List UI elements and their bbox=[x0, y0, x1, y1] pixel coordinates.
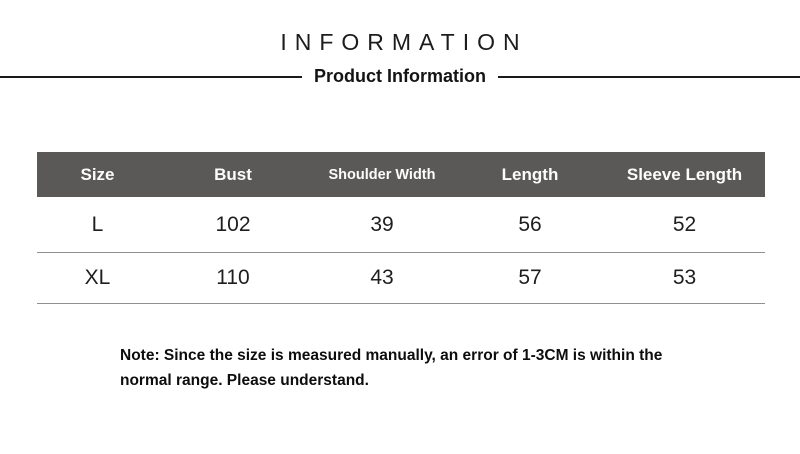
note-line-1: Note: Since the size is measured manuall… bbox=[120, 346, 663, 364]
section-subtitle: Product Information bbox=[314, 66, 486, 87]
note-text: Note: Since the size is measured manuall… bbox=[120, 343, 800, 393]
cell-shoulder-width: 39 bbox=[308, 197, 456, 253]
table-header-row: Size Bust Shoulder Width Length Sleeve L… bbox=[37, 152, 765, 198]
table-row-size-l: L 102 39 56 52 bbox=[37, 197, 765, 253]
divider-line-right bbox=[498, 75, 800, 78]
cell-size: L bbox=[37, 197, 158, 253]
column-header-shoulder-width: Shoulder Width bbox=[308, 152, 456, 198]
page-title: INFORMATION bbox=[280, 29, 528, 55]
column-header-length: Length bbox=[456, 152, 604, 198]
cell-sleeve-length: 53 bbox=[604, 252, 765, 304]
column-header-sleeve-length: Sleeve Length bbox=[604, 152, 765, 198]
cell-size: XL bbox=[37, 252, 158, 304]
cell-shoulder-width: 43 bbox=[308, 252, 456, 304]
divider-line-left bbox=[0, 75, 302, 78]
column-header-size: Size bbox=[37, 152, 158, 198]
cell-bust: 110 bbox=[158, 252, 308, 304]
cell-length: 57 bbox=[456, 252, 604, 304]
cell-bust: 102 bbox=[158, 197, 308, 253]
subtitle-row: Product Information bbox=[0, 66, 800, 87]
cell-length: 56 bbox=[456, 197, 604, 253]
note-line-2: normal range. Please understand. bbox=[120, 371, 369, 389]
product-info-sheet: INFORMATION Product Information Size Bus… bbox=[0, 29, 800, 454]
cell-sleeve-length: 52 bbox=[604, 197, 765, 253]
size-table: Size Bust Shoulder Width Length Sleeve L… bbox=[37, 152, 765, 304]
column-header-bust: Bust bbox=[158, 152, 308, 198]
table-row-size-xl: XL 110 43 57 53 bbox=[37, 252, 765, 304]
